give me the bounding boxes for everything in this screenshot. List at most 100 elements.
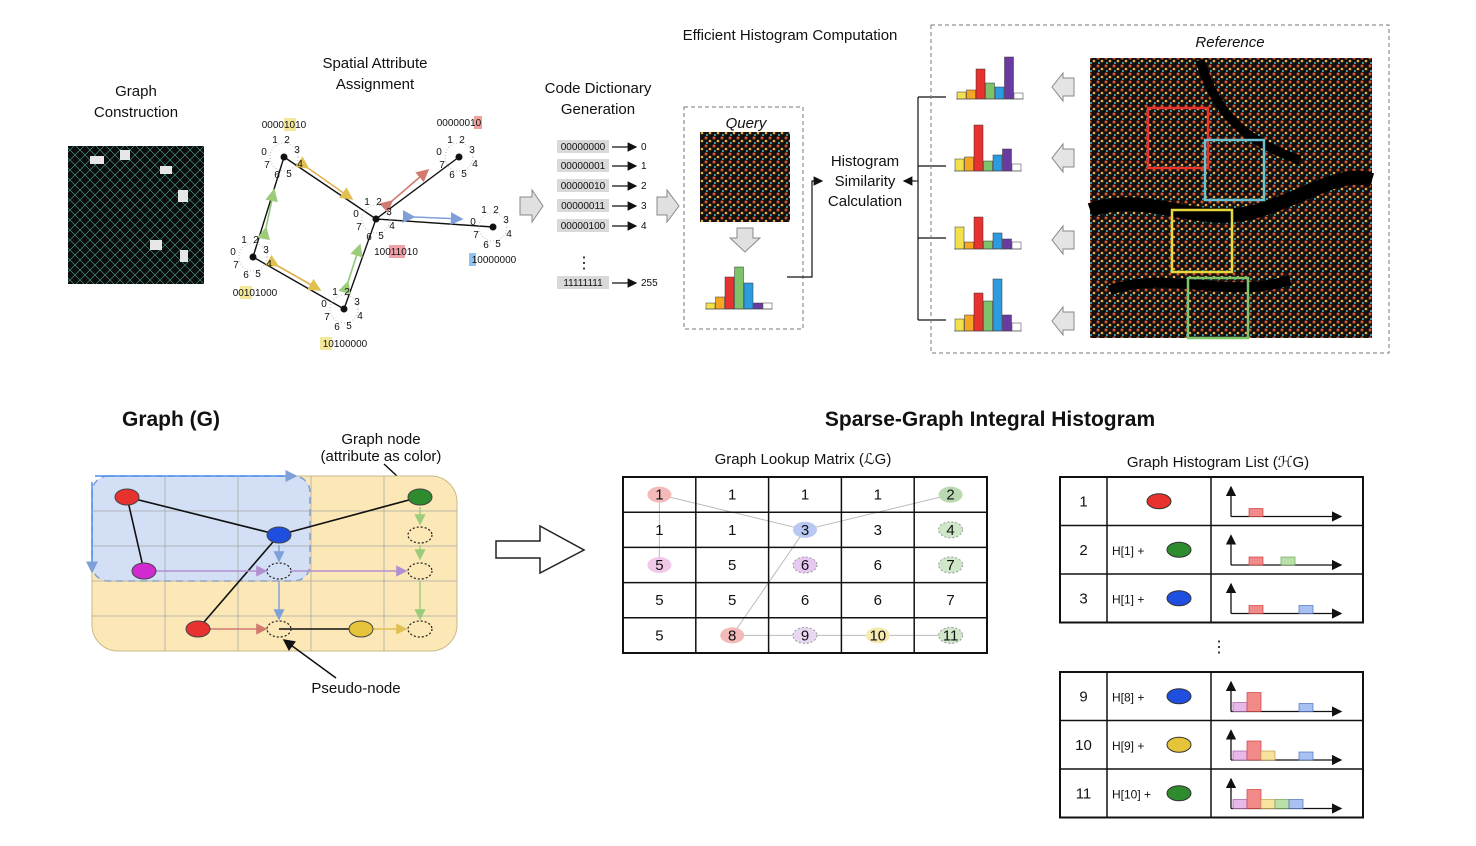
lookup-node-marker	[938, 486, 963, 503]
code-dictionary-label-2: Generation	[561, 101, 635, 118]
histogram-bar	[954, 226, 965, 250]
reference-arrows	[1051, 71, 1075, 337]
lookup-cell: 3	[801, 522, 809, 539]
histogram-bar	[762, 302, 773, 310]
direction-digit: 6	[334, 322, 340, 333]
lookup-node-marker	[938, 556, 964, 574]
histogram-bar	[964, 241, 974, 250]
lookup-matrix-border	[622, 476, 988, 654]
direction-digit: 6	[274, 170, 280, 181]
histogram-list-node	[1166, 785, 1192, 802]
code-dictionary-ellipsis: ⋮	[576, 255, 592, 272]
dictionary-code: 00000100	[561, 221, 606, 232]
direction-digit: 4	[297, 159, 303, 170]
lookup-node-marker	[865, 627, 890, 644]
histogram-bar	[966, 89, 976, 100]
graph-construction-label-1: Graph	[115, 83, 157, 100]
arrow-to-dictionary-icon	[519, 188, 544, 224]
lookup-cell: 1	[728, 522, 736, 539]
code-label-6: 10100000	[323, 339, 368, 350]
histogram-bar	[743, 282, 754, 310]
histogram-list-bar	[1260, 750, 1276, 761]
histogram-list-index: 11	[1076, 785, 1092, 802]
direction-digit: 1	[332, 287, 338, 298]
binary-code-labels: 00001010 00000010 00101000 10011010 1000…	[233, 116, 517, 350]
lookup-cell: 5	[655, 627, 663, 644]
histogram-bar	[983, 240, 993, 250]
direction-digit: 3	[503, 215, 509, 226]
histogram-list-top-table: 1 2 H[1] + 3 H[1] +	[1059, 476, 1364, 624]
direction-digit: 4	[389, 221, 395, 232]
histogram-bar	[1002, 314, 1012, 332]
histogram-list-index: 2	[1079, 542, 1087, 559]
direction-digit: 4	[357, 311, 363, 322]
dictionary-value: 1	[641, 161, 647, 172]
code-label-5: 10000000	[472, 255, 517, 266]
histogram-bar	[1002, 148, 1012, 172]
direction-digit: 4	[472, 159, 478, 170]
histogram-list-ellipsis: ⋮	[1211, 639, 1227, 656]
histogram-list-section: Graph Histogram List (ℋG) 1 2 H[1] + 3 H[1] …	[1059, 454, 1364, 819]
direction-digit: 0	[261, 147, 267, 158]
direction-digit: 5	[286, 169, 292, 180]
direction-digit: 2	[253, 235, 259, 246]
lookup-matrix-section: Graph Lookup Matrix (ℒG) 1 1 1 1 21 1 3 3 45 5 6 6 7…	[622, 451, 988, 654]
sgih-title: Sparse-Graph Integral Histogram	[825, 408, 1155, 431]
histogram-list-bar	[1298, 605, 1314, 614]
histogram-list-bar	[1298, 751, 1314, 761]
dictionary-value: 3	[641, 201, 647, 212]
histogram-list-bar	[1248, 605, 1264, 614]
lookup-cell: 5	[655, 557, 663, 574]
reference-left-arrow-icon-2	[1051, 142, 1075, 174]
histogram-bar	[985, 82, 995, 100]
lookup-cell: 11	[943, 627, 959, 644]
histogram-list-bar	[1246, 740, 1262, 761]
query-section: Query	[683, 106, 804, 330]
graph-construction-image	[68, 146, 204, 284]
histogram-bar	[1013, 92, 1024, 100]
histogram-bar	[992, 154, 1003, 172]
dictionary-code: 00000000	[561, 142, 606, 153]
direction-digit: 7	[264, 160, 270, 171]
histogram-bar	[954, 158, 965, 172]
histogram-list-bar	[1246, 692, 1262, 712]
graph-construction-section: Graph Construction	[68, 83, 204, 284]
reference-window-cyan	[1203, 138, 1266, 202]
lookup-cell: 6	[801, 557, 809, 574]
arrow-to-query-icon	[656, 188, 680, 224]
histogram-bar	[705, 302, 716, 310]
histogram-list-formula: H[10] +	[1112, 787, 1151, 801]
histogram-bar	[1011, 163, 1022, 172]
lookup-cell: 5	[655, 592, 663, 609]
direction-digit: 1	[364, 197, 370, 208]
histogram-list-bar	[1232, 702, 1248, 712]
histogram-bar	[1002, 238, 1012, 250]
histogram-bar	[954, 318, 965, 332]
dictionary-value: 255	[641, 278, 658, 289]
histogram-list-bar	[1248, 508, 1264, 517]
reference-window-yellow	[1170, 208, 1234, 274]
histogram-list-bottom-table: 9 H[8] + 10 H[9] + 11 H[10] +	[1059, 671, 1364, 819]
lookup-matrix-grid: 1 1 1 1 21 1 3 3 45 5 6 6 75 5 6 6 75 8 9 10 11	[622, 476, 988, 654]
similarity-label-3: Calculation	[828, 193, 902, 210]
reference-histogram-3	[954, 216, 1022, 250]
histogram-bar	[1011, 241, 1022, 250]
histogram-list-bar	[1260, 799, 1276, 809]
dictionary-entry: 00000010 2	[557, 179, 647, 192]
histogram-list-index: 10	[1075, 737, 1092, 754]
graph-grid	[92, 476, 457, 651]
graph-node-blue	[266, 526, 292, 544]
dictionary-entry: 00000011 3	[557, 199, 647, 212]
histogram-bar	[973, 292, 984, 332]
direction-digit: 3	[263, 245, 269, 256]
blue-edge-arrow	[402, 210, 464, 225]
spatial-attribute-label-2: Assignment	[336, 76, 415, 93]
lookup-cell: 4	[946, 522, 954, 539]
reference-histogram-4	[954, 278, 1022, 332]
histogram-list-node	[1166, 688, 1192, 705]
histogram-bar	[975, 68, 986, 100]
